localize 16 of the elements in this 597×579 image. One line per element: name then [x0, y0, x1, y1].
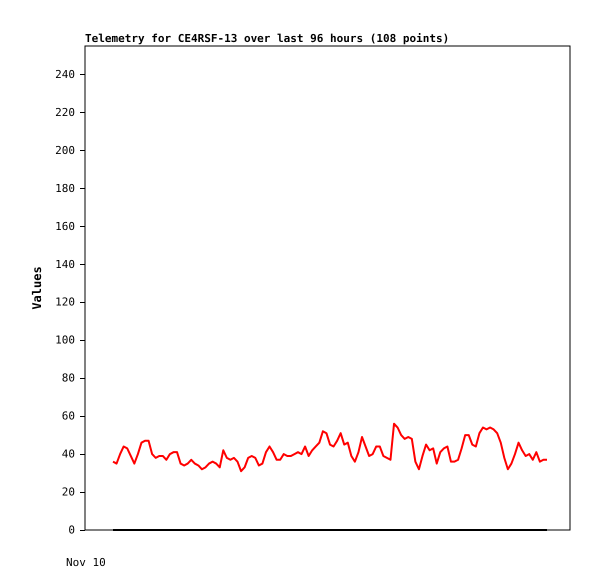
y-tick-label: 220 [55, 106, 75, 119]
y-tick-label: 160 [55, 220, 75, 233]
y-tick-label: 0 [68, 524, 75, 536]
y-axis-title: Values [30, 266, 44, 310]
y-tick-label: 200 [55, 144, 75, 157]
y-tick-label: 120 [55, 296, 75, 309]
y-tick-label: 20 [62, 486, 75, 499]
y-tick-label: 140 [55, 258, 75, 271]
y-tick-label: 80 [62, 372, 75, 385]
y-tick-label: 60 [62, 410, 75, 423]
text: Nov 10 [66, 556, 106, 569]
y-tick-label: 180 [55, 182, 75, 195]
y-tick-label: 240 [55, 68, 75, 81]
y-tick-label: 100 [55, 334, 75, 347]
chart-title: Telemetry for CE4RSF-13 over last 96 hours (108 points) [85, 32, 450, 45]
y-tick-label: 40 [62, 448, 75, 461]
